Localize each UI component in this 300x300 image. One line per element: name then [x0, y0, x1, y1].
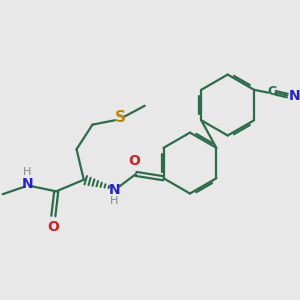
Text: S: S — [115, 110, 126, 125]
Text: O: O — [47, 220, 59, 234]
Text: N: N — [288, 89, 300, 103]
Text: H: H — [23, 167, 32, 177]
Text: H: H — [110, 196, 118, 206]
Text: O: O — [129, 154, 140, 168]
Text: N: N — [108, 183, 120, 197]
Text: C: C — [268, 85, 277, 98]
Text: N: N — [21, 177, 33, 191]
